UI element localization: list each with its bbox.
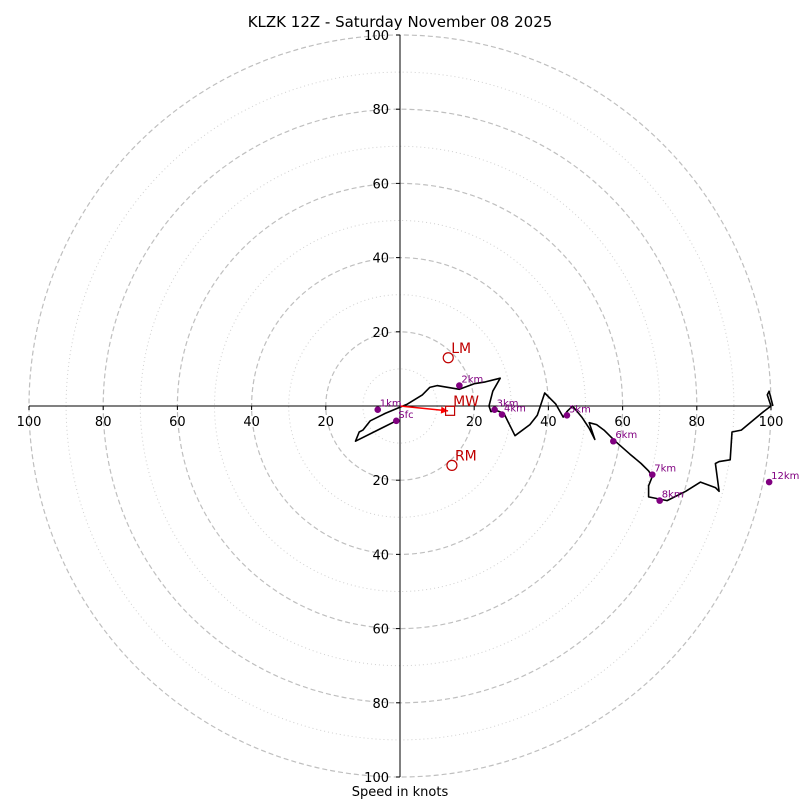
height-marker-label: 4km <box>504 404 526 415</box>
x-tick-label: 40 <box>243 415 260 430</box>
x-tick-label: 100 <box>759 415 784 430</box>
x-tick-label: 60 <box>614 415 631 430</box>
height-marker-label: 12km <box>771 471 799 482</box>
height-marker <box>610 437 617 445</box>
height-marker <box>648 471 656 478</box>
y-tick-label: 80 <box>372 103 389 118</box>
hodograph-trace <box>354 377 774 502</box>
height-marker-label: 5km <box>569 404 591 415</box>
height-marker <box>491 406 498 414</box>
x-tick-label: 80 <box>689 415 706 430</box>
x-tick-labels: 100 80 60 40 20 20 40 60 80 100 <box>17 406 784 430</box>
y-tick-label: 40 <box>372 548 389 563</box>
motion-marker-lm <box>442 352 454 364</box>
y-tick-label: 100 <box>364 29 389 44</box>
height-marker-label: 8km <box>662 490 684 501</box>
height-marker-label: 3km <box>497 399 519 410</box>
height-marker <box>392 417 400 425</box>
mean-wind-arrowhead <box>440 406 449 414</box>
y-tick-label: 20 <box>372 326 389 341</box>
motion-label-mw: MW <box>453 394 479 410</box>
height-marker <box>374 406 382 414</box>
y-tick-label: 80 <box>372 697 389 712</box>
chart-title: KLZK 12Z - Saturday November 08 2025 <box>248 13 553 31</box>
height-marker <box>656 497 663 504</box>
hodograph-trace-group <box>354 377 774 502</box>
x-tick-label: 20 <box>318 415 335 430</box>
height-marker <box>563 411 571 419</box>
motion-label-lm: LM <box>451 341 471 357</box>
height-marker <box>498 411 506 418</box>
x-tick-label: 20 <box>466 415 483 430</box>
y-tick-label: 60 <box>372 177 389 192</box>
y-tick-label: 20 <box>372 474 389 489</box>
height-marker-label: 6km <box>615 430 637 441</box>
motion-marker-rm <box>446 459 458 471</box>
y-tick-label: 100 <box>364 771 389 786</box>
x-tick-label: 100 <box>17 415 42 430</box>
height-marker <box>456 382 463 389</box>
x-axis-label: Speed in knots <box>352 785 449 800</box>
y-tick-label: 40 <box>372 252 389 267</box>
y-tick-labels: 100 80 60 40 20 20 40 60 80 100 <box>364 29 400 786</box>
y-tick-label: 60 <box>372 623 389 638</box>
height-marker-label: 1km <box>380 399 402 410</box>
storm-motion-markers: LM MW RM <box>399 341 479 471</box>
x-tick-label: 60 <box>169 415 186 430</box>
height-marker-label: 2km <box>461 375 483 386</box>
height-marker-label: Sfc <box>398 410 413 421</box>
x-tick-label: 80 <box>95 415 112 430</box>
height-marker-label: 7km <box>654 464 676 475</box>
x-tick-label: 40 <box>540 415 557 430</box>
mean-wind-arrow <box>399 405 449 412</box>
height-marker <box>765 478 773 486</box>
motion-label-rm: RM <box>455 448 477 464</box>
motion-marker-mw <box>444 405 456 416</box>
